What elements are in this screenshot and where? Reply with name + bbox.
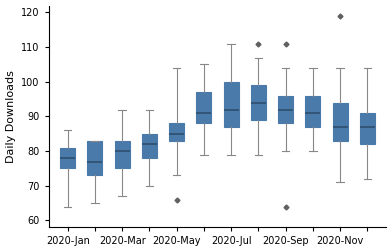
- PathPatch shape: [169, 123, 184, 141]
- PathPatch shape: [115, 141, 130, 169]
- Y-axis label: Daily Downloads: Daily Downloads: [5, 70, 16, 163]
- PathPatch shape: [87, 141, 102, 175]
- PathPatch shape: [196, 92, 211, 123]
- PathPatch shape: [360, 113, 375, 144]
- PathPatch shape: [142, 134, 157, 158]
- PathPatch shape: [251, 85, 266, 120]
- PathPatch shape: [278, 96, 293, 123]
- PathPatch shape: [305, 96, 320, 127]
- PathPatch shape: [333, 103, 348, 141]
- PathPatch shape: [224, 82, 239, 127]
- PathPatch shape: [60, 148, 75, 169]
